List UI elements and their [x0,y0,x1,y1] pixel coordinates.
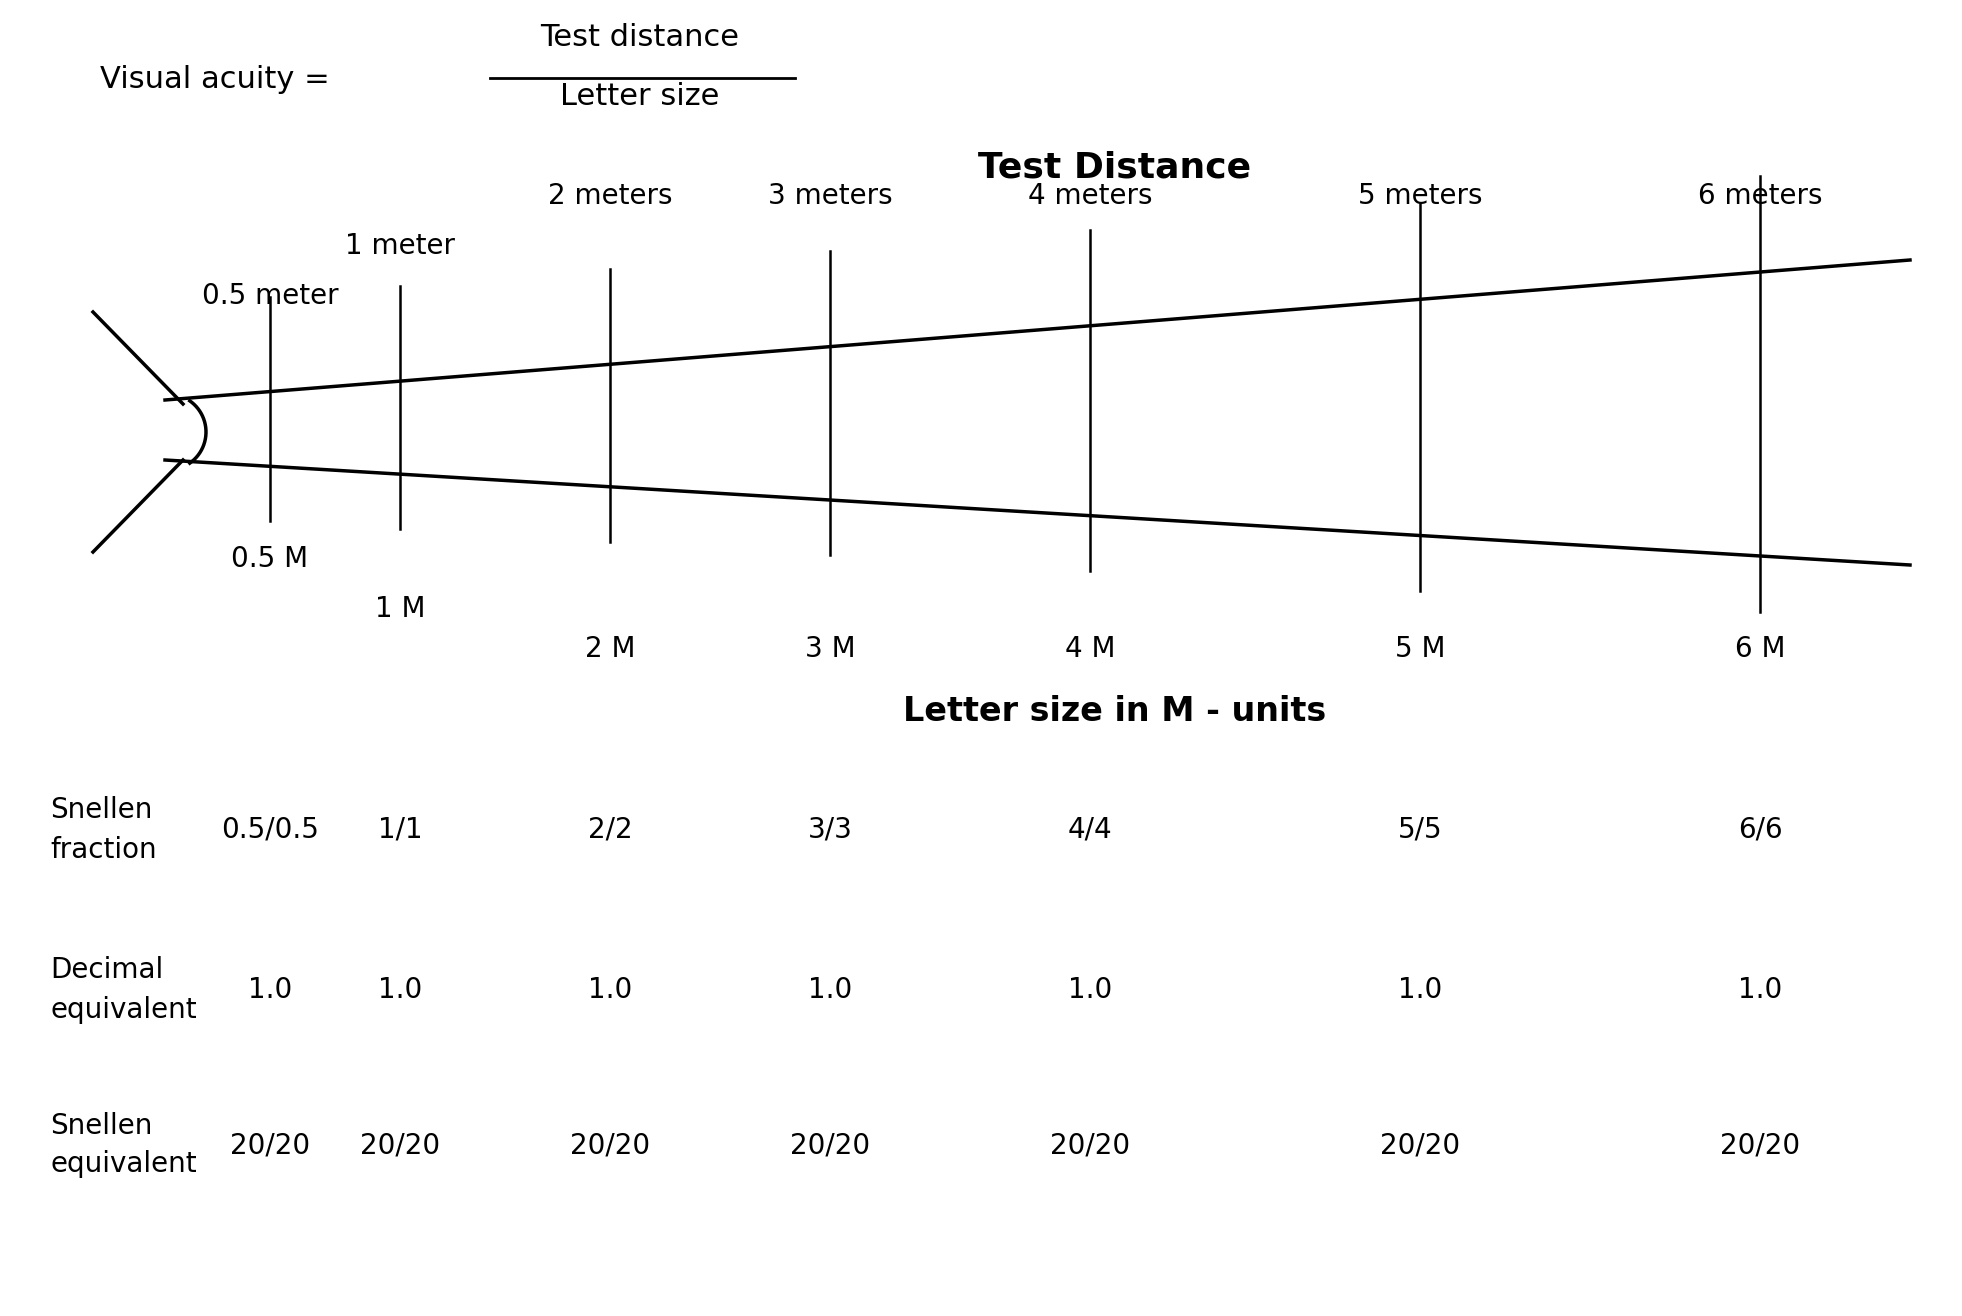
Text: Visual acuity =: Visual acuity = [100,66,339,95]
Text: 2 M: 2 M [585,636,636,663]
Text: 1/1: 1/1 [379,816,422,844]
Text: Snellen
fraction: Snellen fraction [49,796,157,863]
Text: Letter size: Letter size [561,82,720,111]
Text: 20/20: 20/20 [1379,1130,1460,1159]
Text: 4/4: 4/4 [1067,816,1112,844]
Text: 6 M: 6 M [1734,636,1785,663]
Text: Test Distance: Test Distance [979,151,1252,186]
Text: 1.0: 1.0 [1738,976,1781,1004]
Text: 4 M: 4 M [1065,636,1114,663]
Text: 2/2: 2/2 [589,816,632,844]
Text: 4 meters: 4 meters [1028,182,1152,211]
Text: Decimal
equivalent: Decimal equivalent [49,957,196,1024]
Text: 6 meters: 6 meters [1697,182,1823,211]
Text: 1.0: 1.0 [247,976,292,1004]
Text: 0.5/0.5: 0.5/0.5 [222,816,320,844]
Text: 1.0: 1.0 [379,976,422,1004]
Text: 5 meters: 5 meters [1358,182,1481,211]
Text: 1 M: 1 M [375,595,426,622]
Text: 5/5: 5/5 [1397,816,1442,844]
Text: 2 meters: 2 meters [547,182,673,211]
Text: 20/20: 20/20 [1721,1130,1799,1159]
Text: 20/20: 20/20 [569,1130,649,1159]
Text: 0.5 M: 0.5 M [232,545,308,572]
Text: 20/20: 20/20 [230,1130,310,1159]
Text: 20/20: 20/20 [1050,1130,1130,1159]
Text: 1.0: 1.0 [1067,976,1112,1004]
Text: 3/3: 3/3 [808,816,852,844]
Text: 1.0: 1.0 [1397,976,1442,1004]
Text: Test distance: Test distance [540,22,740,53]
Text: 1.0: 1.0 [589,976,632,1004]
Text: 1.0: 1.0 [808,976,852,1004]
Text: 3 meters: 3 meters [767,182,893,211]
Text: 1 meter: 1 meter [345,232,455,261]
Text: 6/6: 6/6 [1738,816,1781,844]
Text: 20/20: 20/20 [791,1130,869,1159]
Text: 0.5 meter: 0.5 meter [202,282,337,311]
Text: Letter size in M - units: Letter size in M - units [903,695,1326,728]
Text: 3 M: 3 M [804,636,855,663]
Text: 20/20: 20/20 [359,1130,439,1159]
Text: Snellen
equivalent: Snellen equivalent [49,1112,196,1179]
Text: 5 M: 5 M [1395,636,1446,663]
